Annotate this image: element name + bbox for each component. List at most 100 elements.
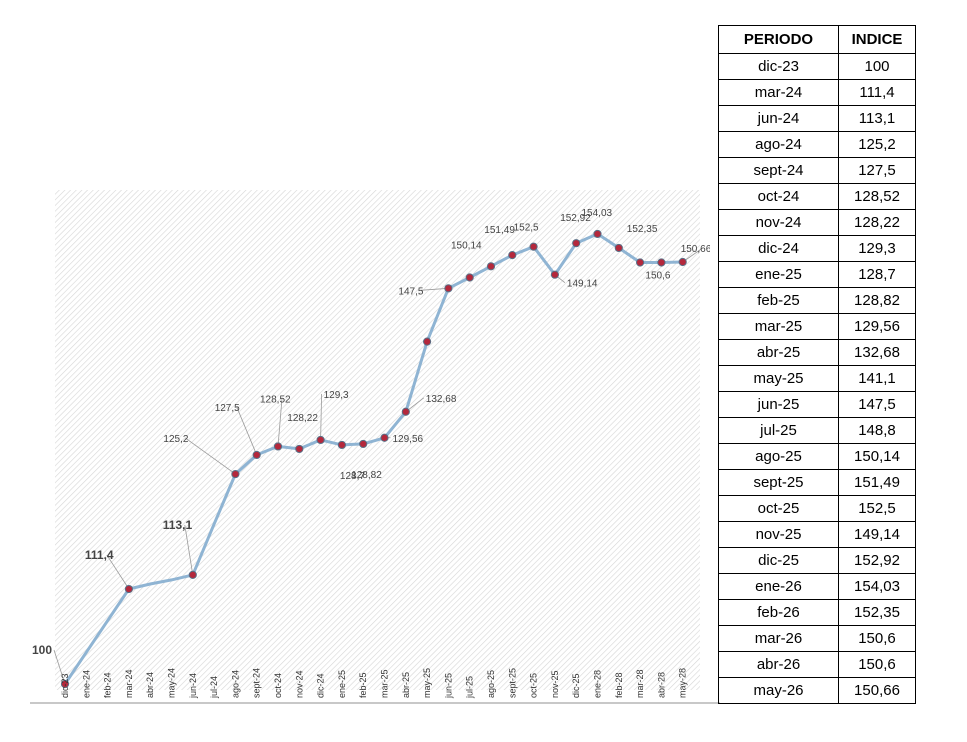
cell-indice: 152,5 (838, 495, 916, 522)
data-label: 128,82 (351, 470, 382, 481)
data-label: 150,14 (451, 240, 482, 251)
cell-periodo: may-25 (718, 365, 839, 392)
label-leader-line (236, 406, 258, 456)
label-leader-line (320, 393, 322, 440)
x-tick-label: jul-24 (209, 676, 219, 699)
cell-periodo: may-26 (718, 677, 839, 704)
cell-indice: 147,5 (838, 391, 916, 418)
cell-indice: 128,82 (838, 287, 916, 314)
label-leader-line (277, 398, 283, 447)
header-periodo: PERIODO (718, 25, 839, 54)
cell-indice: 154,03 (838, 573, 916, 600)
cell-indice: 141,1 (838, 365, 916, 392)
table-row: feb-25 128,82 (718, 287, 916, 314)
data-point (636, 258, 645, 267)
cell-periodo: ago-25 (718, 443, 839, 470)
cell-indice: 132,68 (838, 339, 916, 366)
data-point (337, 440, 346, 450)
x-tick-label: abr-24 (145, 672, 155, 698)
data-point (273, 442, 283, 451)
data-label: 100 (32, 643, 52, 657)
cell-periodo: ago-24 (718, 131, 839, 158)
cell-indice: 127,5 (838, 157, 916, 184)
cell-indice: 128,22 (838, 209, 916, 236)
cell-periodo: dic-24 (718, 235, 839, 262)
cell-periodo: sept-24 (718, 157, 839, 184)
data-point (359, 439, 368, 449)
x-tick-label: oct-24 (273, 673, 283, 698)
x-tick-label: dic-24 (316, 673, 326, 698)
data-label: 125,2 (163, 434, 188, 445)
x-tick-label: may-25 (422, 668, 432, 698)
cell-indice: 129,56 (838, 313, 916, 340)
x-tick-label: feb-25 (358, 672, 368, 698)
x-tick-label: ene-28 (593, 670, 603, 698)
label-leader-line (53, 649, 66, 685)
cell-indice: 148,8 (838, 417, 916, 444)
data-point (124, 584, 133, 594)
x-tick-label: jul-25 (465, 676, 475, 699)
label-leader-line (185, 437, 236, 475)
cell-periodo: abr-25 (718, 339, 839, 366)
x-tick-label: dic-23 (60, 673, 70, 698)
data-point (614, 243, 623, 253)
data-point (508, 250, 517, 260)
data-label: 149,14 (567, 279, 598, 290)
cell-periodo: ene-26 (718, 573, 839, 600)
data-label: 152,35 (627, 224, 658, 235)
data-label: 151,49 (484, 225, 515, 236)
data-point (550, 270, 560, 279)
table-row: sept-24 127,5 (718, 157, 916, 184)
table-row: ene-26 154,03 (718, 573, 916, 600)
data-label: 132,68 (426, 394, 457, 405)
data-point (572, 239, 581, 248)
x-tick-label: ene-25 (337, 670, 347, 698)
data-point (188, 570, 197, 579)
data-label: 129,3 (324, 390, 349, 401)
cell-indice: 111,4 (838, 79, 916, 106)
data-point (401, 407, 410, 416)
table-row: abr-25 132,68 (718, 339, 916, 366)
x-tick-label: sept-24 (252, 668, 262, 698)
index-line-chart: 100 111,4 113,1 125,2 127,5 128,52 128,22 129,3… (30, 190, 720, 704)
x-tick-label: sept-25 (507, 668, 517, 698)
table-row: ago-25 150,14 (718, 443, 916, 470)
table-row: mar-26 150,6 (718, 625, 916, 652)
x-tick-label: feb-28 (614, 672, 624, 698)
table-row: nov-24 128,22 (718, 209, 916, 236)
table-row: ago-24 125,2 (718, 131, 916, 158)
cell-periodo: abr-26 (718, 651, 839, 678)
chart-svg: 100 111,4 113,1 125,2 127,5 128,52 128,22 129,3… (32, 190, 710, 699)
table-row: jun-24 113,1 (718, 105, 916, 132)
cell-periodo: nov-25 (718, 521, 839, 548)
x-tick-label: ago-25 (486, 670, 496, 698)
data-label: 111,4 (85, 548, 114, 562)
cell-periodo: sept-25 (718, 469, 839, 496)
x-tick-label: feb-24 (103, 672, 113, 698)
data-label: 128,7 (340, 471, 365, 482)
table-row: may-26 150,66 (718, 677, 916, 704)
cell-periodo: jul-25 (718, 417, 839, 444)
label-leader-line (184, 524, 194, 575)
table-row: dic-24 129,3 (718, 235, 916, 262)
cell-indice: 128,52 (838, 183, 916, 210)
cell-periodo: mar-24 (718, 79, 839, 106)
table-row: jun-25 147,5 (718, 391, 916, 418)
table-row: dic-23 100 (718, 53, 916, 80)
x-tick-label: abr-25 (401, 672, 411, 698)
data-point (593, 229, 602, 239)
table-row: may-25 141,1 (718, 365, 916, 392)
x-tick-label: ago-24 (230, 670, 240, 698)
data-label: 150,6 (645, 271, 670, 282)
data-point (657, 258, 666, 267)
table-row: sept-25 151,49 (718, 469, 916, 496)
x-tick-label: mar-28 (635, 669, 645, 698)
cell-indice: 150,6 (838, 625, 916, 652)
cell-indice: 128,7 (838, 261, 916, 288)
data-point (231, 469, 240, 479)
table-row: abr-26 150,6 (718, 651, 916, 678)
cell-periodo: mar-25 (718, 313, 839, 340)
x-tick-label: nov-24 (294, 670, 304, 698)
cell-periodo: feb-25 (718, 287, 839, 314)
index-table: PERIODO INDICE dic-23 100 mar-24 111,4 jun-2… (718, 25, 916, 704)
